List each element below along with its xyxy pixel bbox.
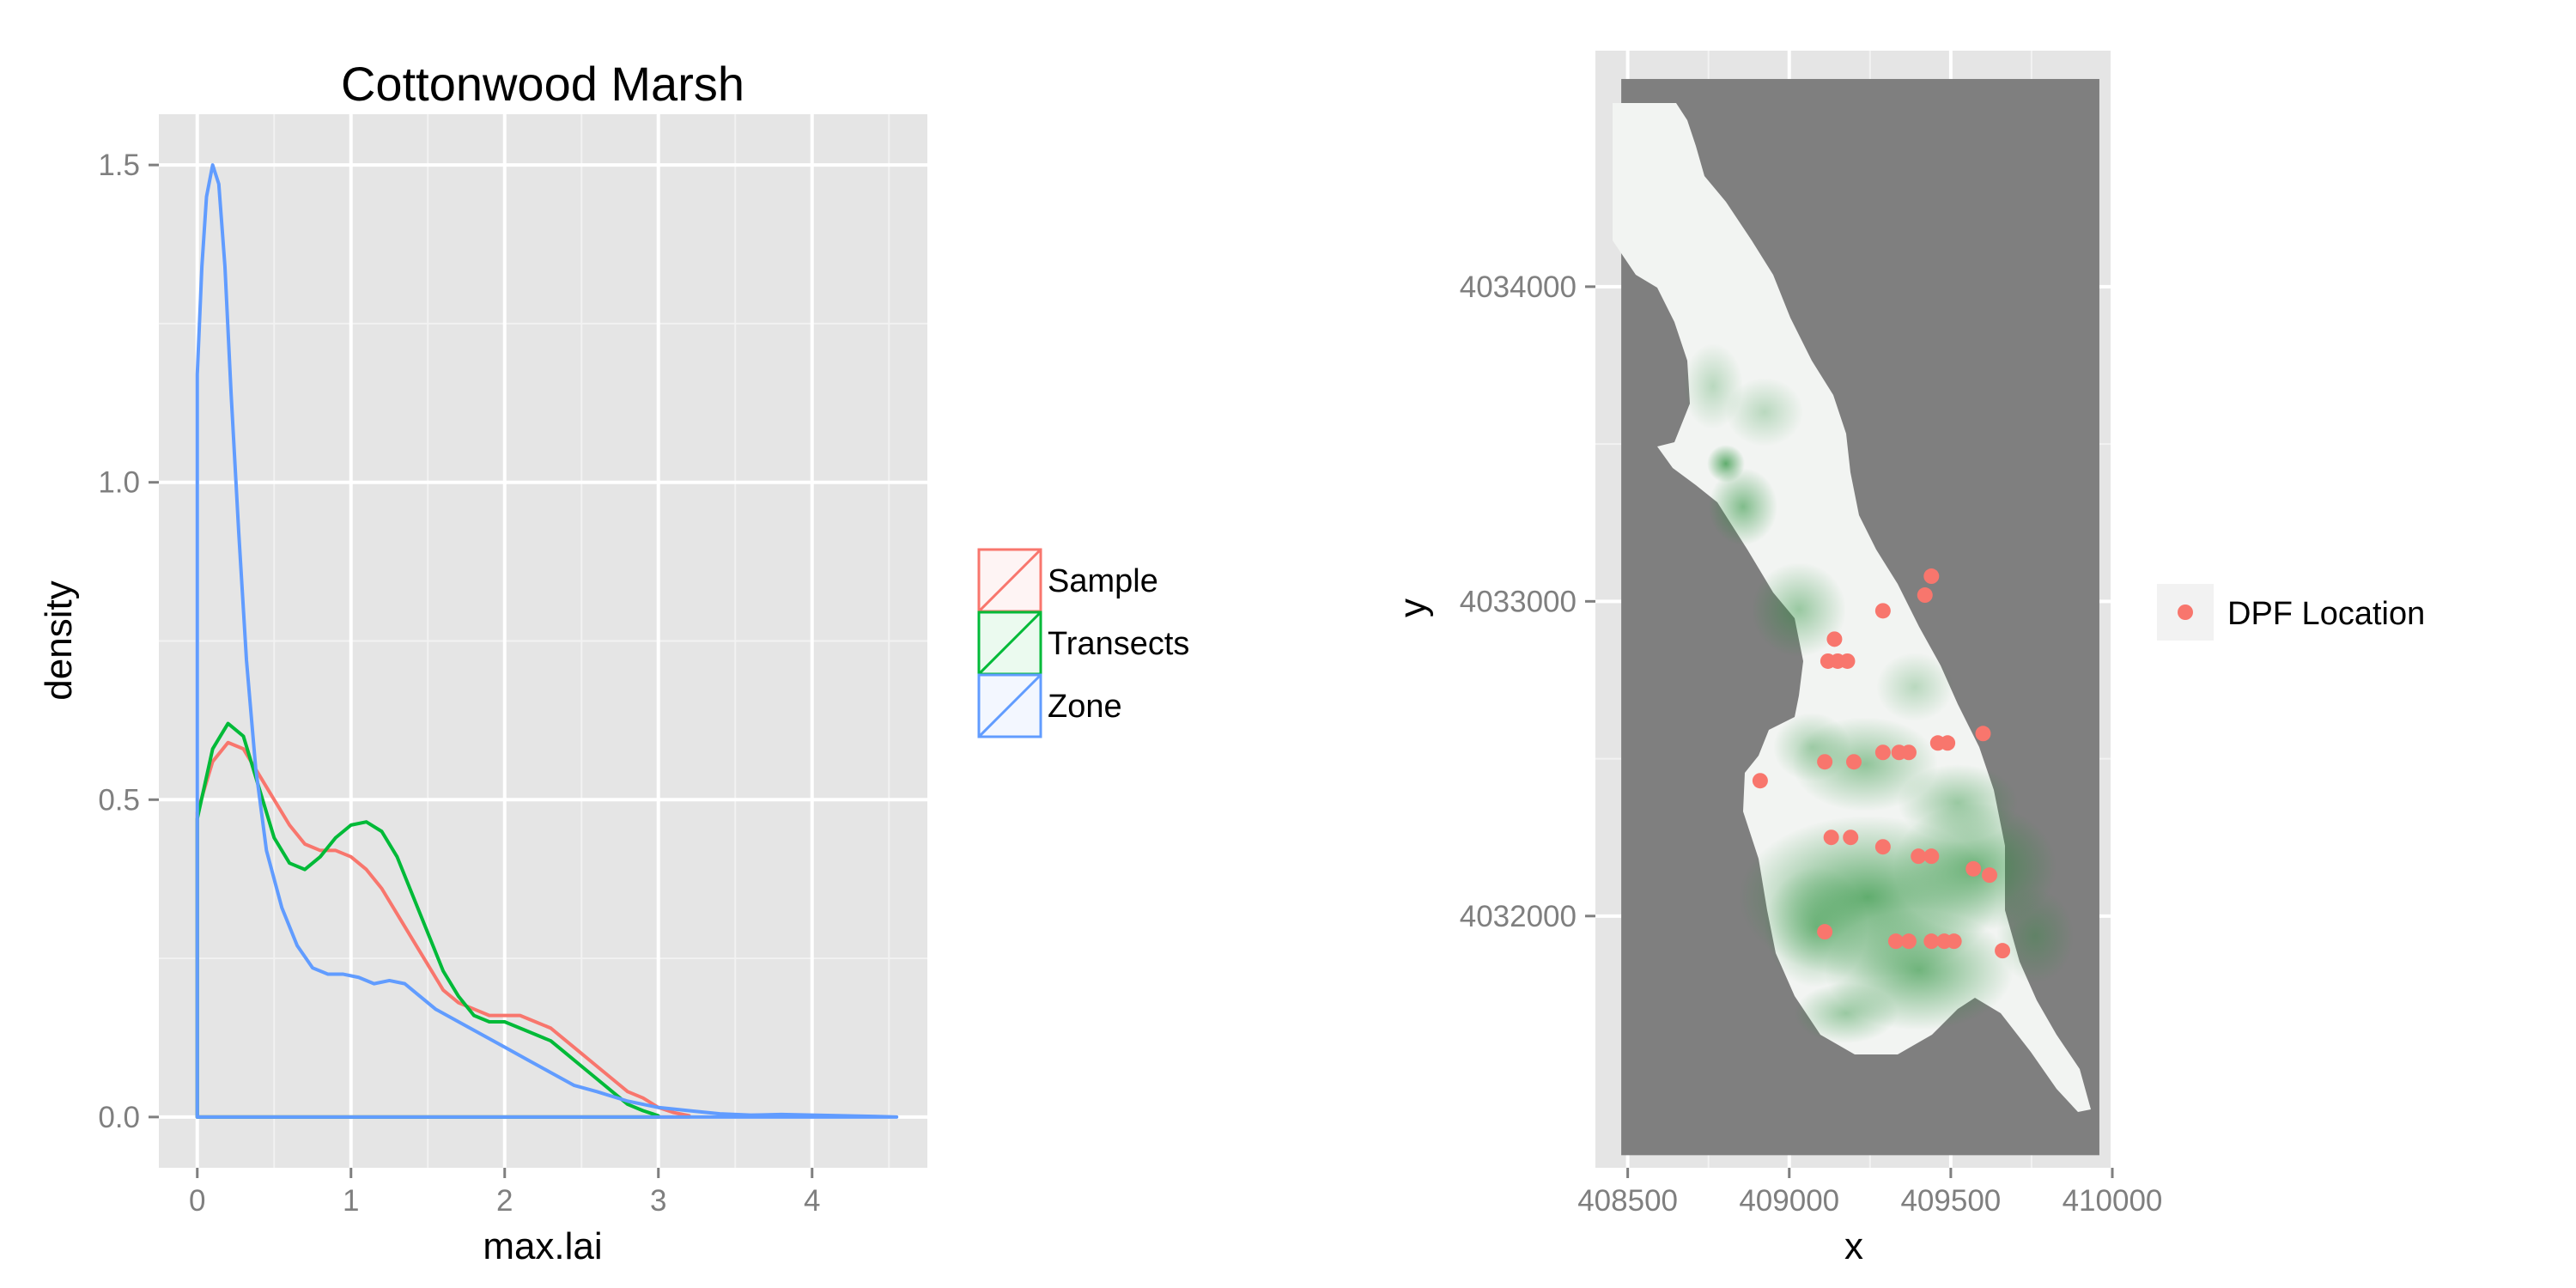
legend-label-zone: Zone: [1048, 689, 1122, 725]
density-legend: Sample Transects Zone: [977, 548, 1189, 738]
dpf-location-point: [1995, 943, 2011, 959]
vegetation-patch: [1876, 653, 1953, 721]
dpf-location-point: [1900, 933, 1917, 950]
legend-label-sample: Sample: [1048, 563, 1158, 599]
vegetation-patch: [1795, 983, 1898, 1043]
dpf-location-point: [1975, 726, 1991, 742]
dpf-location-point: [1887, 933, 1904, 950]
vegetation-patch: [1996, 889, 2074, 983]
density-y-axis-title: density: [38, 580, 80, 700]
y-tick-label: 4033000: [1460, 585, 1577, 618]
dpf-location-point: [1817, 754, 1833, 770]
x-tick-label: 1: [343, 1184, 359, 1218]
dpf-location-points: [1752, 568, 2011, 959]
dpf-location-point: [1874, 603, 1891, 619]
x-tick-label: 410000: [2063, 1184, 2163, 1218]
density-line-sample: [195, 740, 691, 1119]
y-tick-label: 1.5: [98, 149, 140, 182]
dpf-location-point: [1923, 848, 1940, 865]
dpf-location-point: [1843, 829, 1859, 846]
vegetation-patch: [1752, 562, 1846, 657]
x-tick-label: 408500: [1577, 1184, 1678, 1218]
density-minor-gridlines: [159, 114, 927, 1168]
density-x-axis-title: max.lai: [483, 1225, 602, 1267]
legend-key-sample: [977, 548, 1042, 613]
legend-label-transects: Transects: [1048, 626, 1189, 662]
dpf-location-point: [1982, 867, 1998, 884]
vegetation-patch: [1707, 445, 1745, 483]
x-tick-label: 409000: [1739, 1184, 1839, 1218]
y-tick-label: 4034000: [1460, 270, 1577, 304]
vegetation-patch: [1726, 378, 1803, 447]
vegetation-patch: [1765, 867, 1868, 987]
density-line-zone: [195, 163, 899, 1119]
dpf-location-point: [1826, 631, 1843, 647]
map-x-axis-ticks: 408500 409000 409500 410000: [1577, 1168, 2162, 1218]
x-tick-label: 3: [650, 1184, 666, 1218]
density-x-axis-ticks: 0 1 2 3 4: [189, 1168, 820, 1218]
dpf-location-point: [1940, 735, 1956, 751]
dpf-location-point: [1946, 933, 1962, 950]
density-lines: [195, 163, 899, 1119]
dpf-location-point: [1917, 587, 1933, 604]
y-tick-label: 4032000: [1460, 900, 1577, 933]
map-legend-key-dot: [2178, 605, 2193, 620]
dpf-location-point: [1817, 924, 1833, 940]
map-raster: [1613, 78, 2099, 1156]
dpf-location-point: [1965, 860, 1982, 877]
dpf-location-point: [1923, 568, 1940, 585]
density-plot: 0 1 2 3 4 0.0 0.5 1.0 1.5 Cottonwood Marsh max.…: [38, 57, 1189, 1267]
map-legend: DPF Location: [2157, 584, 2425, 641]
map-plot: 408500 409000 409500 410000 403200040330004…: [1392, 51, 2425, 1267]
dpf-location-point: [1752, 773, 1768, 789]
dpf-location-point: [1846, 754, 1862, 770]
map-y-axis-ticks: 4032000 4033000 4034000: [1460, 270, 1595, 933]
dpf-location-point: [1823, 829, 1839, 846]
map-legend-label: DPF Location: [2227, 596, 2425, 632]
vegetation-patch: [1709, 468, 1777, 545]
x-tick-label: 409500: [1900, 1184, 2001, 1218]
density-y-axis-ticks: 0.0 0.5 1.0 1.5: [98, 149, 159, 1134]
dpf-location-point: [1839, 653, 1856, 669]
legend-key-zone: [977, 673, 1042, 738]
y-tick-label: 0.0: [98, 1101, 140, 1134]
x-tick-label: 0: [189, 1184, 205, 1218]
x-tick-label: 4: [804, 1184, 820, 1218]
vegetation-patch: [1773, 713, 1850, 781]
density-line-transects: [195, 721, 660, 1119]
y-tick-label: 1.0: [98, 466, 140, 500]
dpf-location-point: [1874, 744, 1891, 761]
legend-key-transects: [977, 611, 1042, 676]
dpf-location-point: [1900, 744, 1917, 761]
y-tick-label: 0.5: [98, 783, 140, 817]
dpf-location-point: [1923, 933, 1940, 950]
dpf-location-point: [1911, 848, 1927, 865]
vegetation-patch: [1898, 764, 2018, 841]
map-y-axis-title: y: [1392, 598, 1434, 617]
dpf-location-point: [1874, 839, 1891, 855]
density-plot-title: Cottonwood Marsh: [341, 57, 744, 111]
map-x-axis-title: x: [1844, 1225, 1863, 1267]
x-tick-label: 2: [496, 1184, 513, 1218]
